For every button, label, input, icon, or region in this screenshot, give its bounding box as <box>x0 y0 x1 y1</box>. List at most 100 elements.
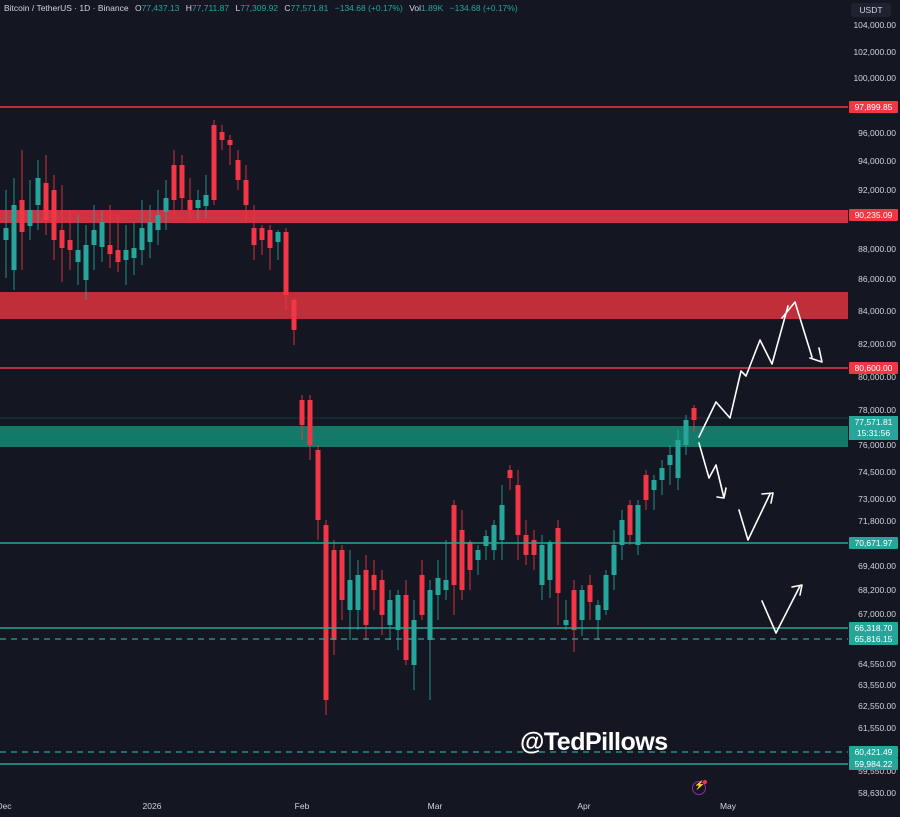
symbol-title[interactable]: Bitcoin / TetherUS · 1D · Binance <box>4 3 129 13</box>
candle-body <box>507 470 513 478</box>
candle-body <box>75 250 81 262</box>
candle-body <box>267 230 273 248</box>
price-tick: 84,000.00 <box>858 306 896 316</box>
price-level-tag: 80,600.00 <box>849 362 898 374</box>
price-tick: 86,000.00 <box>858 274 896 284</box>
candle-body <box>443 580 449 590</box>
candle-body <box>667 455 673 465</box>
volume-value: 1.89K <box>421 3 444 13</box>
currency-selector[interactable]: USDT <box>851 3 891 17</box>
candle-body <box>539 545 545 585</box>
candle-body <box>491 525 497 550</box>
candle-body <box>171 165 177 200</box>
candle-body <box>43 183 49 220</box>
price-tick: 69,400.00 <box>858 561 896 571</box>
time-label: Feb <box>294 801 310 811</box>
candle-body <box>131 248 137 258</box>
notification-dot-icon <box>703 780 707 784</box>
candle-body <box>419 575 425 615</box>
current-price-tag: 77,571.81 15:31:56 <box>849 416 898 440</box>
candle-body <box>387 600 393 625</box>
candle-body <box>315 450 321 520</box>
candle-body <box>163 198 169 212</box>
candle-body <box>467 542 473 570</box>
time-label: Apr <box>577 801 591 811</box>
candle-body <box>563 620 569 625</box>
price-tick: 102,000.00 <box>853 47 896 57</box>
price-level-tag: 65,816.15 <box>849 633 898 645</box>
candle-body <box>683 420 689 445</box>
candle-body <box>371 575 377 590</box>
candle-body <box>675 440 681 478</box>
chart-area[interactable]: Bitcoin / TetherUS · 1D · Binance O77,43… <box>0 0 848 795</box>
projection-arrow-icon <box>698 301 823 438</box>
candle-body <box>211 125 217 200</box>
candle-body <box>187 200 193 210</box>
candle-body <box>547 542 553 580</box>
candle-body <box>91 230 97 245</box>
volume-change: −134.68 (+0.17%) <box>449 3 518 13</box>
candle-body <box>531 540 537 555</box>
candle-body <box>227 140 233 145</box>
candle-body <box>643 475 649 500</box>
close-value: 77,571.81 <box>290 3 329 13</box>
price-tick: 62,550.00 <box>858 701 896 711</box>
price-tick: 76,000.00 <box>858 440 896 450</box>
candle-body <box>195 200 201 208</box>
candle-body <box>3 228 9 240</box>
price-level-tag: 97,899.85 <box>849 101 898 113</box>
projection-arrow-icon <box>761 584 803 634</box>
candle-countdown: 15:31:56 <box>856 428 891 438</box>
candle-body <box>67 240 73 250</box>
price-tick: 80,000.00 <box>858 372 896 382</box>
change-value: −134.68 (+0.17%) <box>334 3 403 13</box>
candle-body <box>619 520 625 545</box>
price-tick: 94,000.00 <box>858 156 896 166</box>
price-tick: 59,550.00 <box>858 766 896 776</box>
support-zone-76k <box>0 426 848 447</box>
candle-body <box>347 580 353 610</box>
price-tick: 58,630.00 <box>858 788 896 798</box>
candle-body <box>411 620 417 665</box>
lightning-icon[interactable] <box>692 780 706 795</box>
open-value: 77,437.13 <box>141 3 180 13</box>
price-tick: 67,000.00 <box>858 609 896 619</box>
time-axis[interactable]: Dec 2026 Feb Mar Apr May <box>0 795 848 817</box>
ohlc-legend: Bitcoin / TetherUS · 1D · Binance O77,43… <box>4 3 518 13</box>
price-axis[interactable]: USDT 104,000.00 102,000.00 100,000.00 96,00… <box>848 0 900 817</box>
candle-body <box>635 505 641 545</box>
candle-body <box>475 550 481 560</box>
candle-body <box>11 205 17 270</box>
candle-body <box>483 536 489 546</box>
candle-body <box>115 250 121 262</box>
candle-body <box>651 480 657 490</box>
author-watermark: @TedPillows <box>520 728 668 756</box>
candle-body <box>299 400 305 425</box>
candle-body <box>587 585 593 602</box>
price-tick: 68,200.00 <box>858 585 896 595</box>
candle-body <box>427 590 433 640</box>
price-tick: 64,550.00 <box>858 659 896 669</box>
price-tick: 63,550.00 <box>858 680 896 690</box>
price-tick: 100,000.00 <box>853 73 896 83</box>
candle-body <box>203 195 209 206</box>
candle-body <box>451 505 457 585</box>
candlestick-chart[interactable] <box>0 0 848 795</box>
candle-body <box>291 300 297 330</box>
candle-body <box>51 190 57 240</box>
candle-body <box>603 575 609 610</box>
candle-body <box>107 245 113 254</box>
price-tick: 74,500.00 <box>858 467 896 477</box>
candle-body <box>571 590 577 630</box>
candle-body <box>435 578 441 595</box>
candle-body <box>595 605 601 620</box>
projection-arrow-icon <box>698 442 727 499</box>
candle-body <box>139 228 145 250</box>
time-label: Mar <box>427 801 443 811</box>
resistance-zone-84k <box>0 292 848 319</box>
price-level-tag: 66,318.70 <box>849 622 898 634</box>
candle-body <box>27 210 33 226</box>
price-tick: 92,000.00 <box>858 185 896 195</box>
candle-body <box>627 505 633 535</box>
candle-body <box>275 232 281 242</box>
